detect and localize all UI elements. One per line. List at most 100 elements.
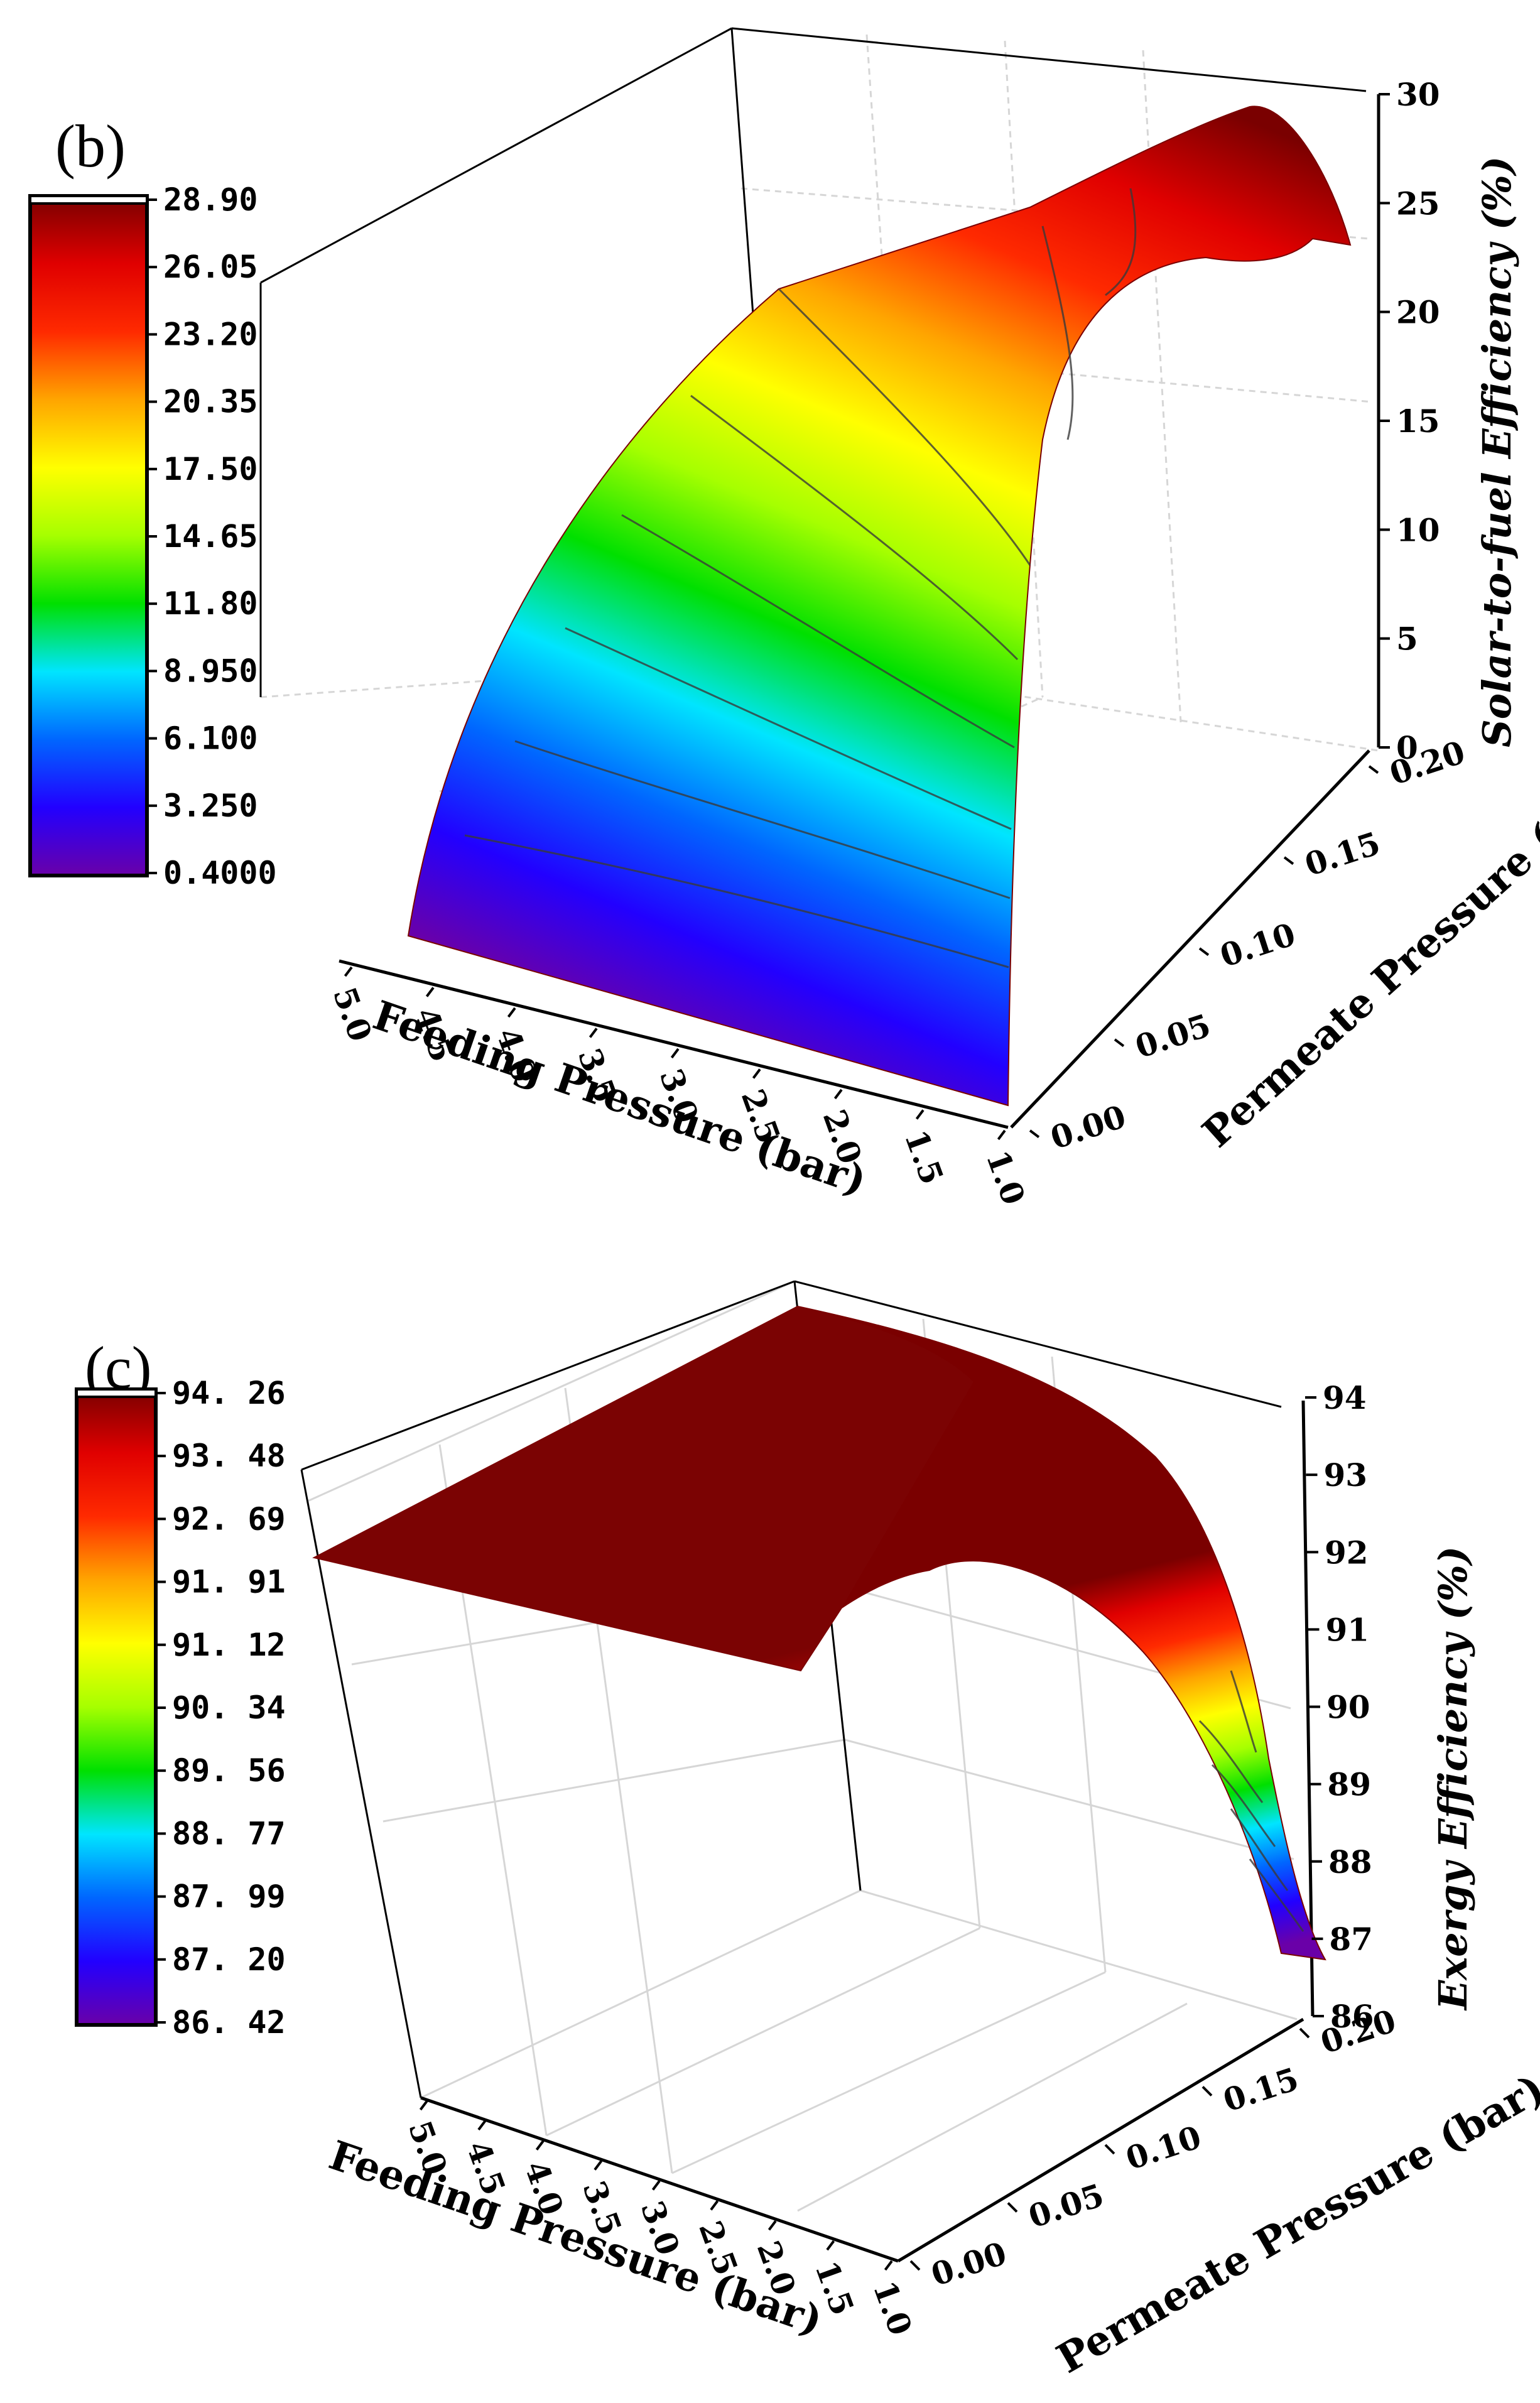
panel-b-y-tick-label: 0.10: [1215, 916, 1299, 975]
panel-c-colorbar-tick-label: 87. 20: [172, 1941, 286, 1978]
panel-b-x-tick-mark: [670, 1048, 680, 1059]
panel-c-z-axis-label: Exergy Efficiency (%): [1430, 1546, 1476, 2011]
panel-b-surface: [407, 106, 1352, 1107]
panel-b-y-tick-mark: [1283, 856, 1294, 865]
panel-b-colorbar-tick-label: 20.35: [163, 384, 258, 420]
panel-c-x-tick-mark: [826, 2240, 835, 2251]
panel-b-y-tick-label: 0.00: [1046, 1098, 1130, 1157]
panel-c-x-tick-mark: [767, 2220, 777, 2231]
panel-b-z-tick-label: 0: [1396, 729, 1418, 766]
panel-b-y-tick-mark: [1114, 1038, 1125, 1048]
panel-c-colorbar-tick-label: 90. 34: [172, 1690, 286, 1726]
panel-c-y-tick-mark: [1299, 2027, 1310, 2039]
panel-b-z-tick-label: 30: [1396, 76, 1440, 113]
panel-b-y-tick-mark: [1198, 947, 1210, 957]
panel-b-colorbar-tick-label: 23.20: [163, 316, 258, 352]
panel-c-y-axis-label: Permeate Pressure (bar): [1049, 2065, 1540, 2383]
panel-b-x-tick-label: 1.0: [979, 1146, 1033, 1210]
panel-b-z-tick-label: 25: [1396, 185, 1440, 222]
panel-c-z-tick-label: 91: [1326, 1611, 1370, 1648]
panel-c-contours: [1198, 1670, 1304, 1932]
panel-b-colorbar-tick-label: 3.250: [163, 788, 258, 824]
panel-b-label: (b): [55, 112, 126, 180]
panel-b-x-tick-mark: [588, 1028, 598, 1038]
panel-b-z-tick-label: 15: [1396, 403, 1440, 440]
panel-c-colorbar-tick-label: 92. 69: [172, 1500, 286, 1537]
panel-c-x-tick-mark: [594, 2160, 603, 2171]
panel-c-colorbar-top-cap: [75, 1388, 157, 1398]
panel-c-surface-shade: [314, 1306, 973, 1671]
panel-c-z-tick-label: 89: [1328, 1766, 1372, 1803]
panel-b-contours: [464, 188, 1137, 968]
panel-c-colorbar: 94. 26 93. 48 92. 69 91. 91 91. 12 90. 34 89. …: [75, 1375, 286, 2041]
panel-c-y-tick-mark: [1104, 2144, 1115, 2155]
panel-b-x-tick-mark: [425, 987, 435, 997]
panel-b-colorbar-tick-label: 28.90: [163, 182, 258, 218]
panel-b-colorbar-tick-label: 8.950: [163, 653, 258, 689]
panel-b-colorbar-tick-label: 6.100: [163, 720, 258, 757]
panel-b-y-tick-mark: [1029, 1129, 1040, 1139]
panel-b-colorbar-tick-label: 17.50: [163, 451, 258, 487]
panel-b-colorbar-tick-label: 14.65: [163, 518, 258, 555]
panel-c-axis-lines: [420, 1400, 1315, 2263]
panel-c-x-tick-mark: [884, 2260, 893, 2271]
panel-b-x-tick-mark: [915, 1109, 925, 1120]
panel-b-y-tick-label: 0.15: [1300, 825, 1384, 884]
panel-b-y-tick-label: 0.05: [1131, 1007, 1215, 1066]
panel-c-surface: [312, 1305, 1326, 1961]
panel-b-colorbar-tick-label: 11.80: [163, 585, 258, 622]
panel-b-x-tick-mark: [752, 1068, 761, 1079]
panel-b-colorbar-ticks: 28.90 26.05 23.20 20.35 17.50 14.65 11.80 8.950…: [147, 182, 277, 891]
panel-b: (b) 28.90 26.05 23.20 20.35 17.50 14.65 11.80 8…: [28, 27, 1540, 1210]
panel-c-x-tick-mark: [710, 2200, 719, 2211]
panel-c-x-tick-mark: [419, 2100, 428, 2111]
panel-c-z-tick-label: 92: [1325, 1534, 1369, 1571]
panel-b-y-tick-mark: [1368, 765, 1379, 774]
panel-c-y-tick-mark: [1201, 2086, 1213, 2097]
panel-c-z-tick-label: 87: [1330, 1921, 1374, 1958]
panel-c-y-tick-label: 0.05: [1024, 2176, 1108, 2235]
panel-b-z-ticks: 0 5 10 15 20 25 30: [1379, 76, 1440, 766]
panel-c-z-ticks: 86 87 88 89 90 91 92 93 94: [1305, 1379, 1374, 2035]
panel-b-z-tick-label: 5: [1396, 621, 1418, 658]
panel-c-colorbar-tick-label: 93. 48: [172, 1438, 286, 1474]
panel-b-colorbar-ramp: [28, 194, 149, 877]
panel-c-z-tick-label: 94: [1323, 1379, 1367, 1416]
panel-c-z-tick-label: 93: [1324, 1456, 1368, 1494]
panel-c-x-tick-mark: [651, 2180, 661, 2191]
panel-b-x-tick-mark: [344, 966, 353, 977]
panel-b-surface-fill: [407, 106, 1352, 1107]
panel-c-axes-box: [300, 1280, 1315, 2263]
panel-c-x-tick-mark: [477, 2120, 487, 2131]
panel-b-colorbar: 28.90 26.05 23.20 20.35 17.50 14.65 11.80 8.950…: [28, 182, 277, 891]
panel-b-x-tick-mark: [833, 1088, 843, 1100]
panel-c-colorbar-ramp: [75, 1387, 158, 2027]
panel-b-colorbar-tick-label: 0.4000: [163, 855, 277, 891]
panel-c-x-axis-label: Feeding Pressure (bar): [323, 2132, 828, 2345]
panel-c-colorbar-tick-label: 94. 26: [172, 1375, 286, 1411]
panel-b-z-tick-label: 20: [1396, 294, 1440, 331]
panel-c-z-tick-label: 90: [1326, 1689, 1370, 1726]
panel-c-x-tick-label: 1.0: [866, 2276, 919, 2340]
panel-c-y-tick-label: 0.10: [1121, 2118, 1205, 2178]
panel-b-x-tick-mark: [997, 1129, 1006, 1141]
panel-c-colorbar-tick-label: 88. 77: [172, 1815, 286, 1852]
panel-c-y-tick-mark: [909, 2260, 921, 2271]
panel-b-colorbar-tick-label: 26.05: [163, 249, 258, 285]
panel-c-z-tick-label: 88: [1328, 1843, 1372, 1880]
panel-c-x-tick-mark: [535, 2140, 545, 2151]
panel-b-colorbar-top-cap: [29, 195, 148, 205]
panel-c-y-tick-label: 0.15: [1218, 2060, 1303, 2119]
panel-c-colorbar-ticks: 94. 26 93. 48 92. 69 91. 91 91. 12 90. 34 89. …: [156, 1375, 286, 2041]
panel-c-y-ticks: 0.000.050.100.150.20: [909, 2002, 1401, 2293]
panel-c-colorbar-tick-label: 89. 56: [172, 1752, 286, 1789]
panel-b-x-tick-label: 1.5: [897, 1125, 951, 1189]
panel-b-z-axis-label: Solar-to-fuel Efficiency (%): [1474, 156, 1520, 747]
panel-c-colorbar-tick-label: 91. 91: [172, 1564, 286, 1600]
panel-b-x-tick-mark: [507, 1007, 516, 1018]
panel-c-colorbar-tick-label: 91. 12: [172, 1627, 286, 1663]
panel-b-z-tick-label: 10: [1396, 511, 1440, 548]
panel-c-y-tick-mark: [1007, 2202, 1018, 2213]
